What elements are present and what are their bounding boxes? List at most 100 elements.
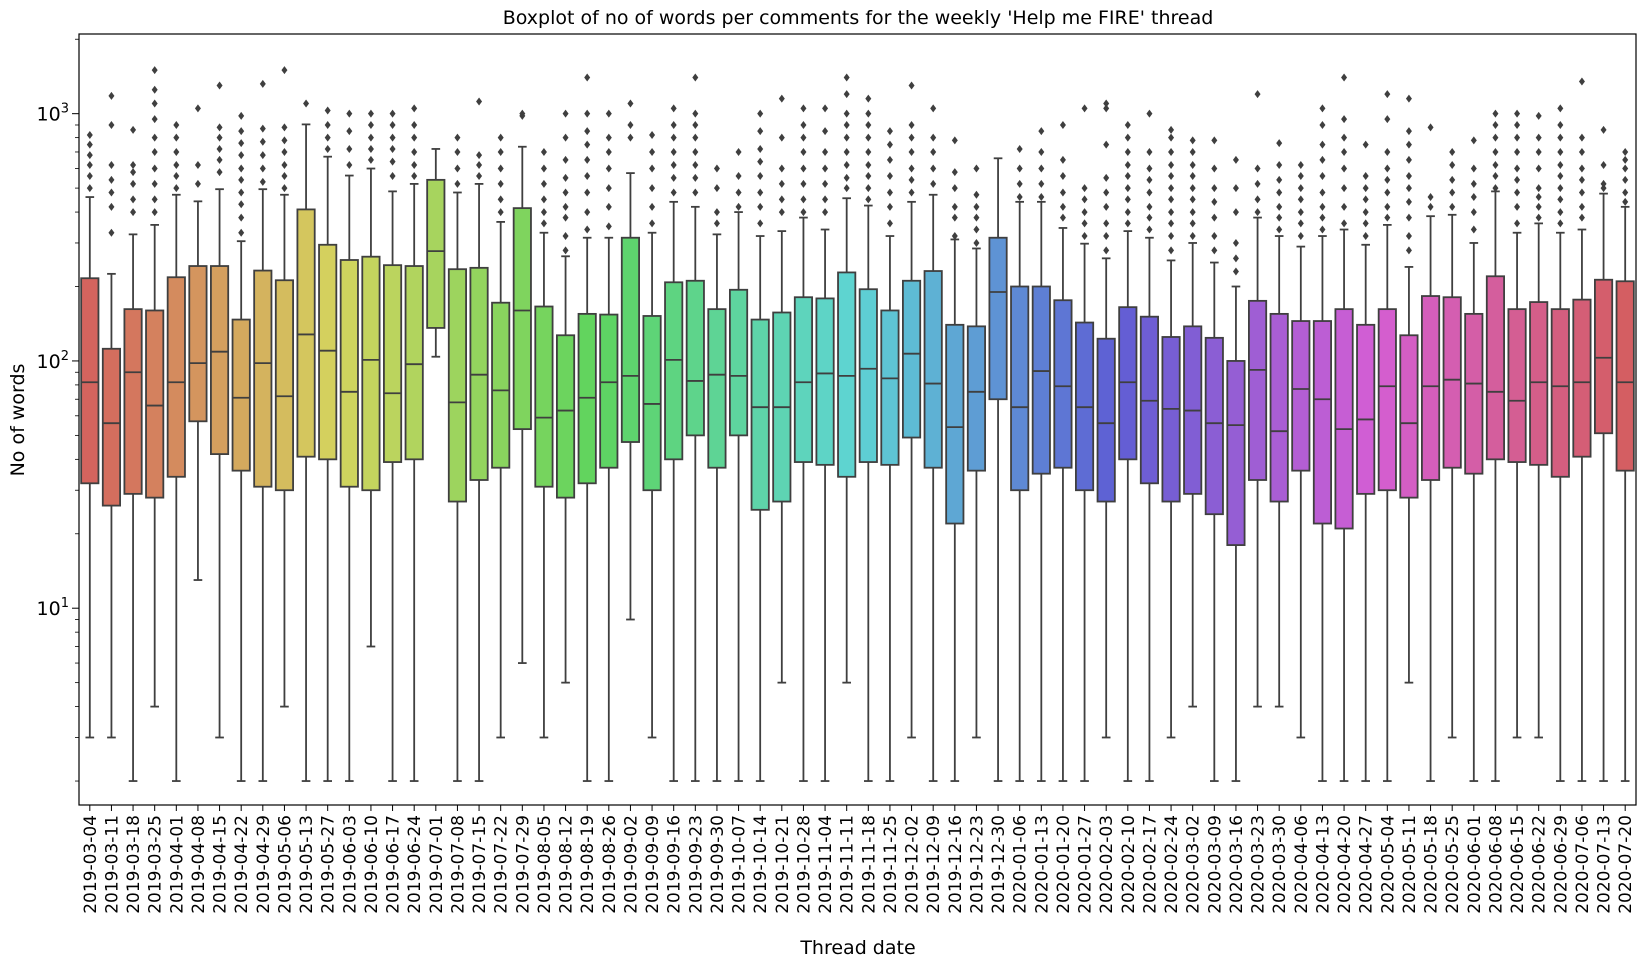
flier-point: [1038, 127, 1045, 136]
box-group: [1118, 120, 1138, 782]
flier-point: [1578, 175, 1585, 184]
flier-point: [605, 202, 612, 211]
flier-point: [1362, 184, 1369, 193]
flier-point: [562, 109, 569, 118]
flier-point: [1146, 175, 1153, 184]
flier-point: [1470, 179, 1477, 188]
box-group: [945, 136, 965, 782]
flier-point: [108, 202, 115, 211]
flier-point: [735, 147, 742, 156]
flier-point: [411, 104, 418, 113]
flier-point: [627, 99, 634, 108]
flier-point: [1211, 136, 1218, 145]
flier-point: [713, 164, 720, 173]
flier-point: [1297, 184, 1304, 193]
flier-point: [1384, 164, 1391, 173]
flier-point: [1081, 219, 1088, 228]
flier-point: [584, 225, 591, 234]
box-group: [966, 164, 986, 739]
box-group: [318, 106, 338, 782]
flier-point: [497, 164, 504, 173]
flier-point: [454, 147, 461, 156]
box-group: [1248, 90, 1268, 708]
flier-point: [130, 179, 137, 188]
box: [491, 301, 511, 469]
flier-point: [649, 202, 656, 211]
flier-point: [1189, 219, 1196, 228]
x-tick-label: 2019-03-25: [146, 815, 166, 914]
flier-point: [151, 164, 158, 173]
flier-point: [1211, 246, 1218, 255]
x-tick-label: 2019-05-13: [297, 815, 317, 914]
chart-title: Boxplot of no of words per comments for …: [503, 7, 1214, 29]
box: [1399, 334, 1419, 499]
box: [1507, 308, 1527, 463]
box-group: [512, 109, 532, 664]
box: [188, 265, 208, 423]
flier-point: [692, 188, 699, 197]
flier-point: [1405, 246, 1412, 255]
box: [1572, 298, 1592, 458]
box-group: [101, 91, 121, 739]
flier-point: [605, 184, 612, 193]
flier-point: [886, 171, 893, 180]
x-tick-label: 2019-10-28: [794, 815, 814, 914]
flier-point: [886, 219, 893, 228]
flier-point: [1124, 208, 1131, 217]
box: [1248, 299, 1268, 481]
flier-point: [584, 73, 591, 82]
flier-point: [411, 147, 418, 156]
flier-point: [1578, 77, 1585, 86]
flier-point: [1362, 195, 1369, 204]
flier-point: [346, 109, 353, 118]
flier-point: [1059, 155, 1066, 164]
box-group: [274, 66, 294, 708]
flier-point: [151, 208, 158, 217]
flier-point: [1081, 195, 1088, 204]
flier-point: [1059, 213, 1066, 222]
box: [1594, 278, 1614, 435]
flier-point: [1168, 125, 1175, 134]
flier-point: [1600, 161, 1607, 170]
flier-point: [951, 202, 958, 211]
flier-point: [713, 219, 720, 228]
flier-point: [670, 133, 677, 142]
flier-point: [1492, 147, 1499, 156]
flier-point: [259, 177, 266, 186]
flier-point: [281, 66, 288, 75]
flier-point: [1362, 140, 1369, 149]
flier-point: [951, 168, 958, 177]
box-group: [1183, 136, 1203, 708]
x-tick-label: 2019-12-23: [967, 815, 987, 914]
flier-point: [108, 91, 115, 100]
x-tick-label: 2020-02-24: [1162, 815, 1182, 914]
flier-point: [1276, 202, 1283, 211]
box-group: [599, 109, 619, 782]
x-tick-label: 2019-07-08: [448, 815, 468, 914]
flier-point: [1124, 195, 1131, 204]
flier-point: [1081, 208, 1088, 217]
flier-point: [454, 133, 461, 142]
flier-point: [1211, 197, 1218, 206]
x-tick-label: 2020-03-23: [1249, 815, 1269, 914]
x-tick-label: 2019-09-30: [708, 815, 728, 914]
flier-point: [173, 161, 180, 170]
box: [1269, 312, 1289, 503]
box: [1550, 308, 1570, 478]
flier-point: [1081, 232, 1088, 241]
box-group: [469, 97, 489, 782]
x-tick-label: 2020-01-20: [1054, 815, 1074, 914]
flier-point: [1059, 171, 1066, 180]
flier-point: [865, 133, 872, 142]
flier-point: [865, 147, 872, 156]
flier-point: [86, 130, 93, 139]
box-group: [1464, 136, 1484, 782]
flier-point: [1103, 104, 1110, 113]
box-group: [1139, 109, 1159, 782]
flier-point: [324, 120, 331, 129]
flier-point: [1168, 208, 1175, 217]
box-group: [491, 133, 511, 739]
x-tick-label: 2019-11-25: [881, 815, 901, 914]
box-group: [1615, 147, 1635, 782]
